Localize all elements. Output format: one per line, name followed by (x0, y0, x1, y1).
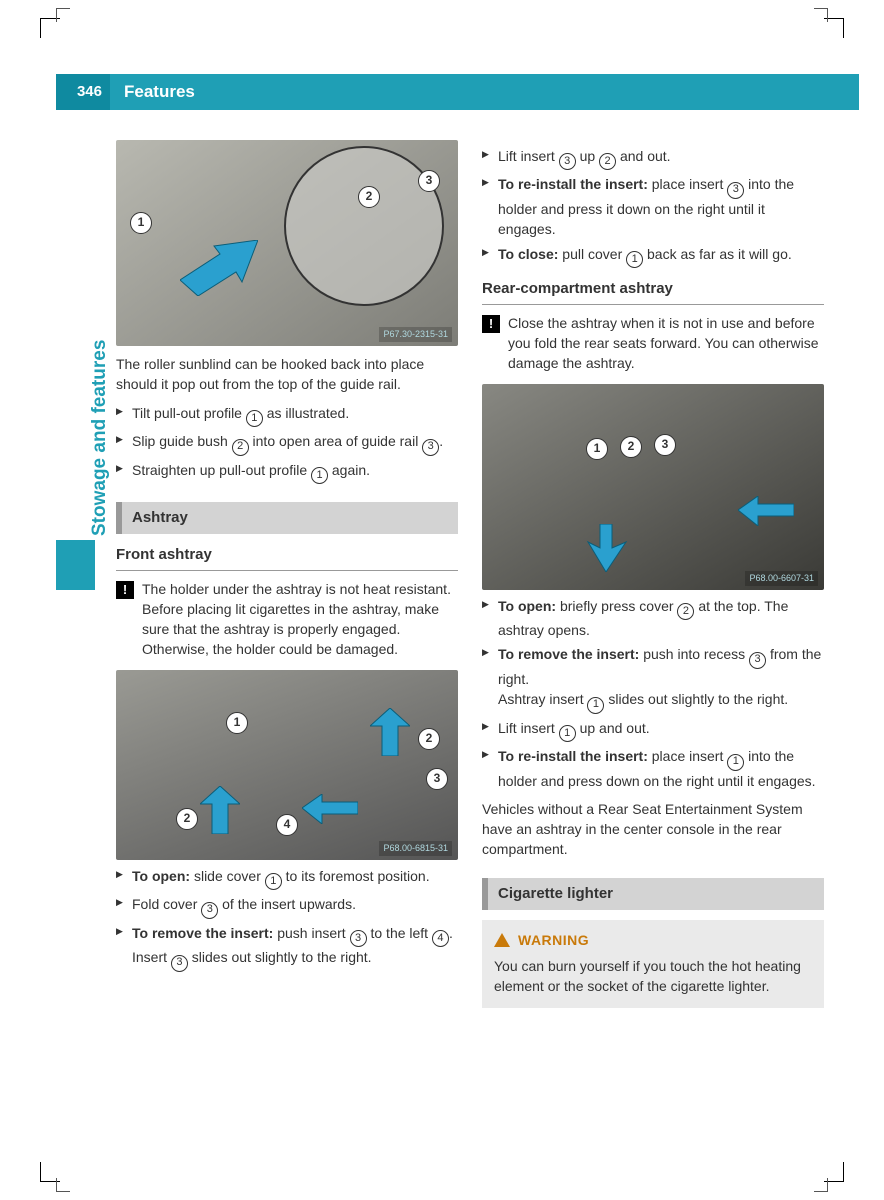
callout-3: 3 (418, 170, 440, 192)
callout-3: 3 (654, 434, 676, 456)
arrow-icon (370, 708, 410, 756)
front-ashtray-steps: To open: slide cover 1 to its foremost p… (116, 866, 458, 972)
sunblind-intro: The roller sunblind can be hooked back i… (116, 354, 458, 395)
callout-2: 2 (418, 728, 440, 750)
arrow-icon (200, 786, 240, 834)
callout-1: 1 (226, 712, 248, 734)
step-remove: To remove the insert: push insert 3 to t… (116, 923, 458, 972)
figure-id: P68.00-6607-31 (745, 571, 818, 586)
side-tab-block (56, 540, 95, 590)
callout-1: 1 (130, 212, 152, 234)
circled-3: 3 (422, 439, 439, 456)
step-lift: Lift insert 3 up 2 and out. (482, 146, 824, 170)
note-text: The holder under the ashtray is not heat… (142, 579, 458, 660)
crop-mark (56, 1178, 70, 1192)
callout-2: 2 (620, 436, 642, 458)
arrow-icon (582, 524, 630, 572)
step-open: To open: briefly press cover 2 at the to… (482, 596, 824, 641)
figure-rear-ashtray: 1 2 3 P68.00-6607-31 (482, 384, 824, 590)
callout-4: 4 (276, 814, 298, 836)
callout-1: 1 (586, 438, 608, 460)
header-title: Features (124, 80, 195, 105)
sunblind-steps: Tilt pull-out profile 1 as illustrated. … (116, 403, 458, 484)
left-column: 1 2 3 P67.30-2315-31 The roller sunblind… (116, 140, 458, 1130)
warning-text: You can burn yourself if you touch the h… (494, 956, 812, 997)
page-header: 346 Features (56, 74, 859, 110)
note-rear-ashtray: ! Close the ashtray when it is not in us… (482, 313, 824, 374)
crop-mark (814, 1178, 828, 1192)
callout-3: 3 (426, 768, 448, 790)
figure-sunblind: 1 2 3 P67.30-2315-31 (116, 140, 458, 346)
figure-id: P67.30-2315-31 (379, 327, 452, 342)
step-straighten: Straighten up pull-out profile 1 again. (116, 460, 458, 484)
front-ashtray-steps-cont: Lift insert 3 up 2 and out. To re-instal… (482, 146, 824, 268)
detail-circle (284, 146, 444, 306)
circled-1: 1 (246, 410, 263, 427)
circled-1: 1 (311, 467, 328, 484)
note-icon: ! (482, 315, 500, 333)
figure-id: P68.00-6815-31 (379, 841, 452, 856)
step-fold: Fold cover 3 of the insert upwards. (116, 894, 458, 918)
arrow-icon (738, 496, 794, 526)
warning-box: WARNING You can burn yourself if you tou… (482, 920, 824, 1009)
step-reinstall: To re-install the insert: place insert 1… (482, 746, 824, 791)
right-column: Lift insert 3 up 2 and out. To re-instal… (482, 140, 824, 1130)
step-remove: To remove the insert: push into recess 3… (482, 644, 824, 713)
note-icon: ! (116, 581, 134, 599)
crop-mark (56, 8, 70, 22)
heading-rear-ashtray: Rear-compartment ashtray (482, 278, 824, 305)
crop-mark (814, 8, 828, 22)
step-tilt: Tilt pull-out profile 1 as illustrated. (116, 403, 458, 427)
step-slip: Slip guide bush 2 into open area of guid… (116, 431, 458, 455)
rse-note: Vehicles without a Rear Seat Entertainme… (482, 799, 824, 860)
rear-ashtray-steps: To open: briefly press cover 2 at the to… (482, 596, 824, 791)
step-open: To open: slide cover 1 to its foremost p… (116, 866, 458, 890)
side-tab-label: Stowage and features (86, 316, 114, 536)
note-front-ashtray: ! The holder under the ashtray is not he… (116, 579, 458, 660)
warning-label: WARNING (518, 930, 589, 950)
callout-2b: 2 (176, 808, 198, 830)
note-text: Close the ashtray when it is not in use … (508, 313, 824, 374)
circled-2: 2 (232, 439, 249, 456)
heading-front-ashtray: Front ashtray (116, 544, 458, 571)
content-area: 1 2 3 P67.30-2315-31 The roller sunblind… (116, 140, 824, 1130)
callout-2: 2 (358, 186, 380, 208)
section-ashtray: Ashtray (116, 502, 458, 534)
section-cigarette-lighter: Cigarette lighter (482, 878, 824, 910)
figure-front-ashtray: 1 2 3 4 2 P68.00-6815-31 (116, 670, 458, 860)
warning-heading: WARNING (494, 930, 812, 950)
arrow-icon (180, 240, 258, 296)
step-close: To close: pull cover 1 back as far as it… (482, 244, 824, 268)
page-number: 346 (56, 74, 110, 110)
warning-triangle-icon (494, 933, 510, 947)
step-reinstall: To re-install the insert: place insert 3… (482, 174, 824, 239)
step-lift: Lift insert 1 up and out. (482, 718, 824, 742)
arrow-icon (302, 794, 358, 824)
